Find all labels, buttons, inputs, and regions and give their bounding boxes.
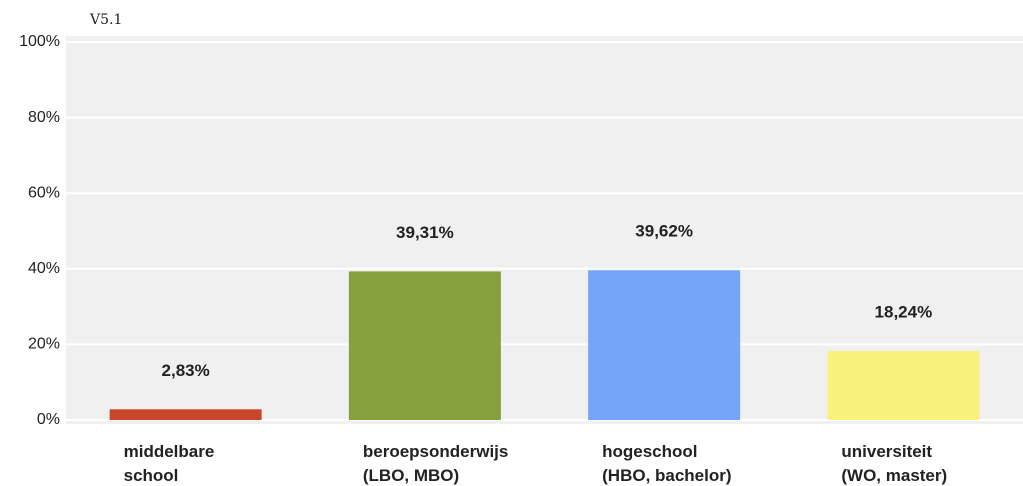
value-label: 18,24% xyxy=(875,303,933,322)
x-tick-label-line: beroepsonderwijs xyxy=(363,442,508,461)
x-tick-label-line: middelbare xyxy=(124,442,215,461)
x-tick-label: beroepsonderwijs (LBO, MBO) xyxy=(363,442,508,485)
x-tick-label-line: universiteit xyxy=(841,442,932,461)
x-tick-label-line: school xyxy=(124,466,179,485)
x-tick-label: universiteit (WO, master) xyxy=(841,442,947,485)
y-tick-label: 80% xyxy=(28,109,60,126)
bar xyxy=(588,270,741,420)
bar xyxy=(348,271,501,420)
x-tick-label: middelbare school xyxy=(124,442,215,485)
value-label: 39,31% xyxy=(396,223,454,242)
bar xyxy=(827,351,980,420)
value-label: 2,83% xyxy=(162,361,210,380)
x-tick-label-line: hogeschool xyxy=(602,442,697,461)
x-tick-label-line: (LBO, MBO) xyxy=(363,466,459,485)
x-tick-label: hogeschool (HBO, bachelor) xyxy=(602,442,731,485)
y-tick-label: 100% xyxy=(19,33,60,50)
annotation: V5.1 xyxy=(89,12,122,28)
y-tick-label: 0% xyxy=(37,411,60,428)
y-tick-label: 40% xyxy=(28,260,60,277)
x-tick-label-line: (WO, master) xyxy=(841,466,947,485)
value-label: 39,62% xyxy=(635,222,693,241)
y-tick-label: 60% xyxy=(28,184,60,201)
x-tick-label-line: (HBO, bachelor) xyxy=(602,466,731,485)
bar xyxy=(109,409,262,420)
y-tick-label: 20% xyxy=(28,336,60,353)
